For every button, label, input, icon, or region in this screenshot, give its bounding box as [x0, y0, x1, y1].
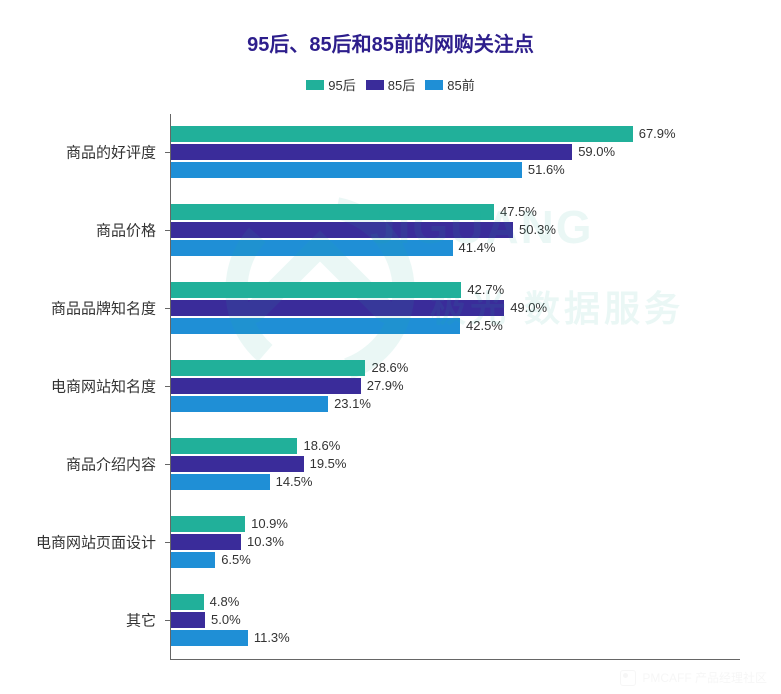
bar-value-label: 23.1%: [328, 396, 371, 412]
bar-value-label: 51.6%: [522, 162, 565, 178]
category-label: 商品的好评度: [66, 142, 170, 163]
bar-value-label: 50.3%: [513, 222, 556, 238]
footer-watermark: PMCAFF 产品经理社区: [620, 669, 767, 686]
bar: 47.5%: [171, 204, 494, 220]
bar: 19.5%: [171, 456, 304, 472]
bar: 5.0%: [171, 612, 205, 628]
bar: 6.5%: [171, 552, 215, 568]
legend-swatch: [366, 80, 384, 90]
bar: 59.0%: [171, 144, 572, 160]
chart-title: 95后、85后和85前的网购关注点: [0, 0, 781, 57]
legend-label: 95后: [328, 75, 355, 94]
legend-label: 85后: [388, 75, 415, 94]
bar: 49.0%: [171, 300, 504, 316]
category-label: 商品品牌知名度: [51, 298, 170, 319]
bar: 11.3%: [171, 630, 248, 646]
bar-value-label: 10.9%: [245, 516, 288, 532]
legend: 95后 85后 85前: [0, 75, 781, 94]
bar-value-label: 5.0%: [205, 612, 241, 628]
bar-value-label: 10.3%: [241, 534, 284, 550]
bar-value-label: 42.7%: [461, 282, 504, 298]
bar-value-label: 42.5%: [460, 318, 503, 334]
legend-item: 95后: [306, 75, 355, 94]
category-label: 电商网站页面设计: [36, 532, 170, 553]
bar-value-label: 59.0%: [572, 144, 615, 160]
bar: 50.3%: [171, 222, 513, 238]
bar: 42.5%: [171, 318, 460, 334]
legend-item: 85后: [366, 75, 415, 94]
bar-value-label: 11.3%: [248, 630, 290, 646]
bar-value-label: 19.5%: [304, 456, 347, 472]
category-label: 其它: [126, 610, 170, 631]
bar: 23.1%: [171, 396, 328, 412]
bar: 18.6%: [171, 438, 297, 454]
legend-swatch: [306, 80, 324, 90]
category-label: 商品介绍内容: [66, 454, 170, 475]
bar: 10.9%: [171, 516, 245, 532]
bar: 41.4%: [171, 240, 453, 256]
bar-value-label: 67.9%: [633, 126, 676, 142]
bar: 42.7%: [171, 282, 461, 298]
bar-value-label: 4.8%: [204, 594, 240, 610]
bar: 51.6%: [171, 162, 522, 178]
bar-value-label: 47.5%: [494, 204, 537, 220]
chart-plot-area: 商品的好评度67.9%59.0%51.6%商品价格47.5%50.3%41.4%…: [170, 114, 740, 660]
legend-swatch: [425, 80, 443, 90]
bar-value-label: 41.4%: [453, 240, 496, 256]
bar: 67.9%: [171, 126, 633, 142]
bar: 4.8%: [171, 594, 204, 610]
pmcaff-icon: [620, 670, 636, 686]
bar-value-label: 28.6%: [365, 360, 408, 376]
bar: 14.5%: [171, 474, 270, 490]
footer-watermark-text: PMCAFF 产品经理社区: [642, 669, 767, 686]
legend-item: 85前: [425, 75, 474, 94]
x-axis-line: [170, 659, 740, 660]
bar: 27.9%: [171, 378, 361, 394]
bar-value-label: 27.9%: [361, 378, 404, 394]
bar-value-label: 14.5%: [270, 474, 313, 490]
bar-value-label: 6.5%: [215, 552, 251, 568]
bar-value-label: 49.0%: [504, 300, 547, 316]
legend-label: 85前: [447, 75, 474, 94]
category-label: 电商网站知名度: [51, 376, 170, 397]
bar: 28.6%: [171, 360, 365, 376]
bar-value-label: 18.6%: [297, 438, 340, 454]
category-label: 商品价格: [96, 220, 170, 241]
bar: 10.3%: [171, 534, 241, 550]
